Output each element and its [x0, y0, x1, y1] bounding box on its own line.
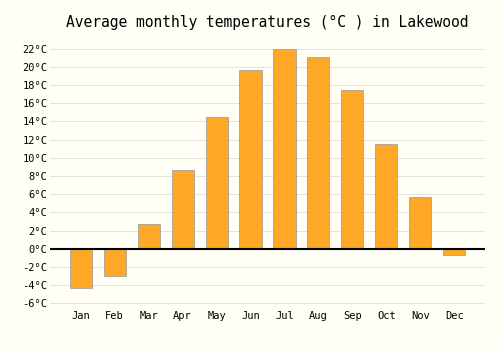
Bar	[206, 117, 228, 249]
Bar	[138, 224, 160, 249]
Bar	[308, 57, 330, 249]
Bar	[172, 170, 194, 249]
Bar	[240, 70, 262, 249]
Title: Average monthly temperatures (°C ) in Lakewood: Average monthly temperatures (°C ) in La…	[66, 15, 469, 30]
Bar	[274, 49, 295, 249]
Bar	[376, 144, 398, 249]
Bar	[409, 197, 432, 249]
Bar	[70, 249, 92, 288]
Bar	[443, 249, 465, 255]
Bar	[342, 90, 363, 249]
Bar	[104, 249, 126, 276]
